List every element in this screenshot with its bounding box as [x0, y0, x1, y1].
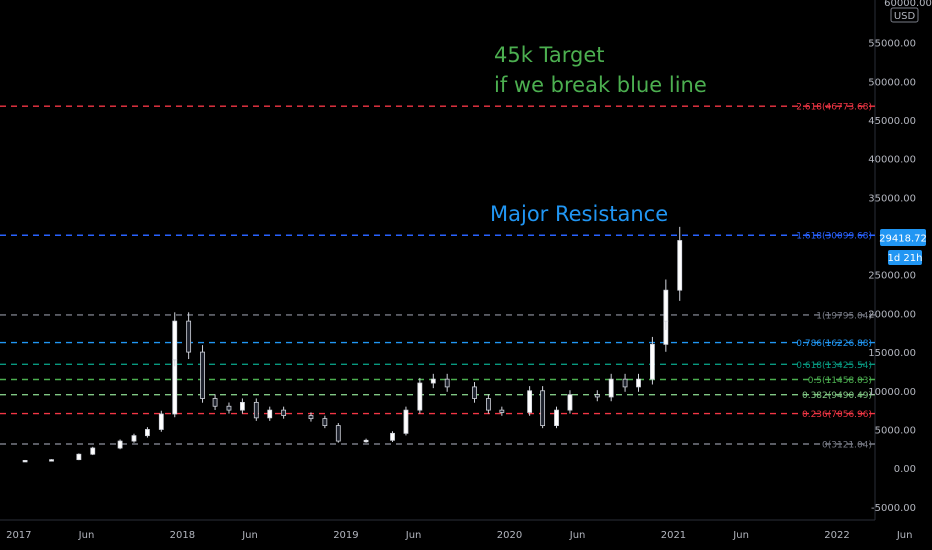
fib-label: 2.618(46773.68): [796, 103, 872, 113]
candle-body: [49, 459, 54, 462]
price-tick: 0.00: [894, 464, 916, 475]
candle-body: [308, 415, 314, 420]
price-tick: 50000.00: [868, 77, 916, 88]
price-tick: 10000.00: [868, 387, 916, 398]
time-tick: Jun: [896, 530, 913, 541]
annotation-condition: if we break blue line: [494, 73, 707, 97]
last-price-label: 29418.72: [879, 234, 927, 245]
currency-label: USD: [894, 11, 916, 22]
countdown-badge: [888, 250, 922, 265]
price-tick: 20000.00: [868, 309, 916, 320]
time-tick: Jun: [405, 530, 422, 541]
candle-body: [636, 378, 641, 388]
candle-body: [200, 351, 205, 399]
fib-label: 0.618(13425.54): [796, 361, 872, 371]
candle-body: [622, 378, 628, 388]
candle-body: [472, 386, 477, 399]
time-tick: Jun: [241, 530, 258, 541]
candle-body: [212, 398, 218, 407]
candle-body: [226, 405, 232, 411]
price-axis[interactable]: -5000.00 0.00 5000.00 10000.00 15000.00 20000…: [868, 39, 916, 514]
candle-body: [172, 359, 178, 415]
candle-body: [145, 429, 150, 437]
fib-label: 0.786(16226.88): [796, 339, 872, 349]
candle-body: [486, 398, 491, 411]
candle-body: [240, 401, 245, 411]
candle-body: [499, 409, 505, 413]
currency-badge[interactable]: [890, 7, 919, 23]
candle-body: [158, 413, 164, 430]
candle-body: [117, 440, 123, 449]
candle-body: [22, 460, 28, 463]
time-tick: Jun: [78, 530, 95, 541]
candle-body: [363, 439, 369, 443]
annotation-resistance: Major Resistance: [490, 202, 668, 226]
price-series: [22, 226, 683, 463]
candle-body: [76, 453, 82, 461]
candle-body: [403, 409, 409, 434]
candle-body: [444, 378, 450, 388]
candle-body: [527, 390, 533, 413]
fib-label: 0.236(7056.96): [802, 410, 872, 420]
price-tick: 40000.00: [868, 155, 916, 166]
candle-body: [608, 378, 614, 398]
fibonacci-levels: 2.618(46773.68) 1.618(30099.68) 1(19795.04…: [0, 103, 875, 451]
time-axis[interactable]: 2017 Jun 2018 Jun 2019 Jun 2020 Jun 2021 Jun 2022 J…: [6, 530, 912, 541]
price-tick: 5000.00: [875, 425, 916, 436]
fib-label: 0.5(11458.03): [808, 376, 872, 386]
candle-body: [322, 418, 328, 426]
time-tick: Jun: [569, 530, 586, 541]
fib-label: 0(3121.04): [822, 441, 872, 451]
candle-body: [677, 240, 683, 291]
time-tick: 2019: [333, 530, 358, 541]
candle-body: [663, 289, 669, 322]
time-tick: 2020: [497, 530, 522, 541]
price-tick: 45000.00: [868, 116, 916, 127]
price-tick: 55000.00: [868, 39, 916, 50]
candle-body: [172, 320, 178, 361]
candle-body: [554, 409, 559, 426]
time-tick: Jun: [732, 530, 749, 541]
candle-body: [567, 394, 573, 411]
time-tick: 2022: [824, 530, 849, 541]
candle-body: [650, 343, 655, 380]
candle-body: [90, 447, 96, 455]
candle-body: [417, 382, 423, 411]
fib-label: 1(19795.04): [816, 311, 872, 321]
price-tick: 25000.00: [868, 271, 916, 282]
time-tick: 2017: [6, 530, 31, 541]
fib-label: 0.382(9490.49): [802, 391, 872, 401]
candle-body: [540, 390, 546, 426]
price-axis-top-tick: 60000.00: [884, 0, 932, 9]
fib-label: 1.618(30099.68): [796, 232, 872, 242]
time-tick: 2021: [661, 530, 686, 541]
candle-body: [186, 320, 192, 353]
candle-body: [131, 435, 137, 442]
last-price-badge: [880, 229, 926, 246]
candle-body: [390, 432, 395, 441]
candle-body: [267, 409, 273, 419]
candle-body: [335, 425, 341, 442]
price-tick: -5000.00: [871, 503, 916, 514]
candle-body: [430, 378, 436, 384]
annotation-target: 45k Target: [494, 43, 605, 67]
candle-body: [594, 394, 600, 398]
countdown-label: 1d 21h: [888, 253, 923, 264]
candle-body: [253, 401, 259, 419]
candle-body: [281, 409, 287, 416]
price-tick: 15000.00: [868, 348, 916, 359]
time-tick: 2018: [170, 530, 195, 541]
price-tick: 35000.00: [868, 193, 916, 204]
